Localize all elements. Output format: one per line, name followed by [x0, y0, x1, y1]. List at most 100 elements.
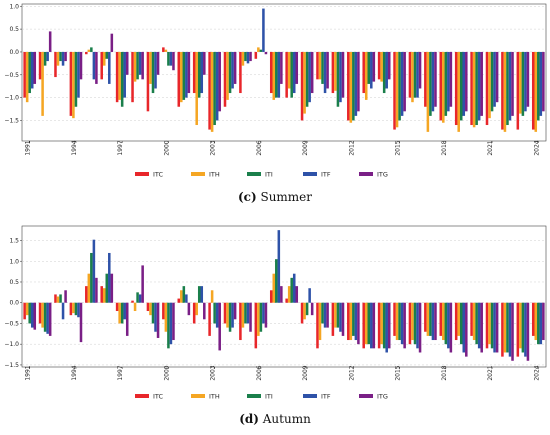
bar-itc-2010 — [316, 302, 319, 349]
bar-itf-2015 — [400, 51, 404, 116]
bar-itf-1997 — [123, 302, 126, 320]
bar-itc-1994 — [69, 302, 73, 316]
legend-label: ITC — [153, 171, 164, 179]
bar-itf-1996 — [108, 252, 111, 303]
legend-entry-itf: ITF — [303, 171, 331, 179]
bar-itg-2007 — [280, 51, 283, 84]
bar-itf-2020 — [477, 302, 481, 349]
x-tick-label: 2015 — [395, 365, 402, 380]
bar-itf-2016 — [416, 51, 419, 98]
bar-itf-1995 — [92, 239, 96, 303]
bar-iti-2008 — [290, 51, 293, 98]
x-tick-label: 2015 — [395, 140, 402, 155]
legend-swatch — [135, 394, 149, 398]
bar-iti-1999 — [151, 302, 155, 324]
bar-itf-1998 — [138, 51, 142, 75]
bar-iti-1991 — [28, 302, 31, 324]
bar-iti-2023 — [521, 302, 525, 353]
bar-iti-2001 — [182, 286, 186, 303]
bar-itc-2022 — [501, 51, 504, 130]
bar-itf-2024 — [539, 51, 543, 116]
bar-itf-2009 — [308, 51, 311, 103]
legend-entry-itg: ITG — [359, 171, 388, 179]
x-tick-label: 2012 — [348, 365, 355, 380]
bar-ith-2012 — [349, 51, 353, 123]
bar-ith-2016 — [411, 302, 414, 341]
autumn-chart: 1.5 1.0 0.5 0.0 −0.5 −1.0 −1.5 1991 1994 1997 2000… — [4, 225, 547, 426]
y-tick-label: 1.5 — [9, 238, 19, 245]
bar-itc-2013 — [362, 302, 365, 349]
bar-itg-2018 — [449, 51, 453, 107]
bar-iti-2012 — [352, 302, 355, 336]
bar-itg-2019 — [465, 51, 468, 112]
bar-iti-2001 — [182, 51, 186, 100]
bar-itg-1991 — [33, 302, 37, 330]
bar-itc-2010 — [316, 51, 319, 80]
bar-iti-2018 — [444, 51, 448, 116]
bar-iti-2004 — [228, 302, 232, 332]
legend-swatch — [359, 394, 373, 398]
legend-entry-ith: ITH — [191, 171, 220, 179]
bar-itc-1996 — [100, 51, 103, 80]
bar-itc-2003 — [208, 302, 211, 336]
bar-itc-2013 — [362, 51, 365, 94]
x-tick-label: 2009 — [302, 140, 309, 155]
bar-itc-1991 — [23, 302, 26, 320]
bar-ith-2009 — [303, 302, 306, 320]
bar-itc-2015 — [393, 302, 396, 336]
bar-ith-2020 — [472, 51, 476, 128]
bar-ith-1996 — [102, 51, 106, 66]
bar-itg-2024 — [542, 51, 545, 112]
legend-swatch — [359, 172, 373, 176]
bar-iti-2007 — [275, 51, 278, 98]
bar-itf-2005 — [246, 51, 250, 64]
bar-itg-1992 — [48, 302, 52, 336]
bar-itf-1991 — [30, 302, 34, 328]
bar-iti-2018 — [444, 302, 448, 345]
bar-itc-2007 — [269, 290, 273, 303]
legend-swatch — [303, 172, 317, 176]
bar-itg-2008 — [295, 51, 299, 84]
bar-itg-2014 — [387, 302, 391, 349]
bar-ith-2008 — [287, 51, 291, 89]
bar-itg-2017 — [434, 302, 437, 341]
bar-itg-1991 — [33, 51, 37, 84]
legend-label: ITI — [265, 393, 273, 401]
bar-itc-2004 — [223, 302, 227, 324]
bar-ith-2024 — [534, 302, 538, 341]
bar-itf-1992 — [46, 302, 49, 334]
y-tick-label: −1.5 — [4, 117, 19, 124]
bar-ith-1998 — [133, 51, 137, 82]
x-tick-label: 2024 — [533, 140, 540, 155]
bar-itf-2022 — [508, 51, 512, 121]
bar-itf-2018 — [447, 51, 450, 112]
bar-iti-2020 — [475, 51, 478, 126]
bar-ith-2020 — [472, 302, 476, 341]
bar-itf-2020 — [477, 51, 481, 121]
bar-itf-2022 — [508, 302, 512, 357]
bar-itf-2007 — [277, 51, 281, 98]
bar-itf-2012 — [354, 302, 358, 341]
bar-itf-1994 — [77, 51, 80, 98]
bar-itg-2017 — [434, 51, 437, 107]
bar-ith-2019 — [457, 302, 460, 336]
x-tick-label: 2003 — [210, 365, 217, 380]
bar-iti-2024 — [537, 51, 540, 121]
bar-ith-1995 — [87, 273, 91, 303]
bar-itg-2000 — [172, 51, 175, 71]
bar-iti-2016 — [413, 51, 417, 98]
bar-itc-2024 — [531, 51, 535, 130]
bar-itf-2018 — [447, 302, 450, 349]
bar-itg-2008 — [295, 286, 299, 303]
bar-itc-2015 — [393, 51, 396, 130]
bar-itg-2010 — [326, 302, 329, 328]
bar-itc-2022 — [501, 302, 504, 357]
bar-iti-2013 — [367, 302, 371, 345]
bar-itg-2002 — [203, 51, 206, 75]
bar-iti-2017 — [429, 302, 432, 336]
bar-itc-2004 — [223, 51, 227, 107]
legend-entry-iti: ITI — [247, 393, 273, 401]
bar-iti-2009 — [305, 302, 309, 316]
bar-ith-1995 — [87, 49, 91, 52]
bar-itc-2016 — [408, 51, 412, 98]
